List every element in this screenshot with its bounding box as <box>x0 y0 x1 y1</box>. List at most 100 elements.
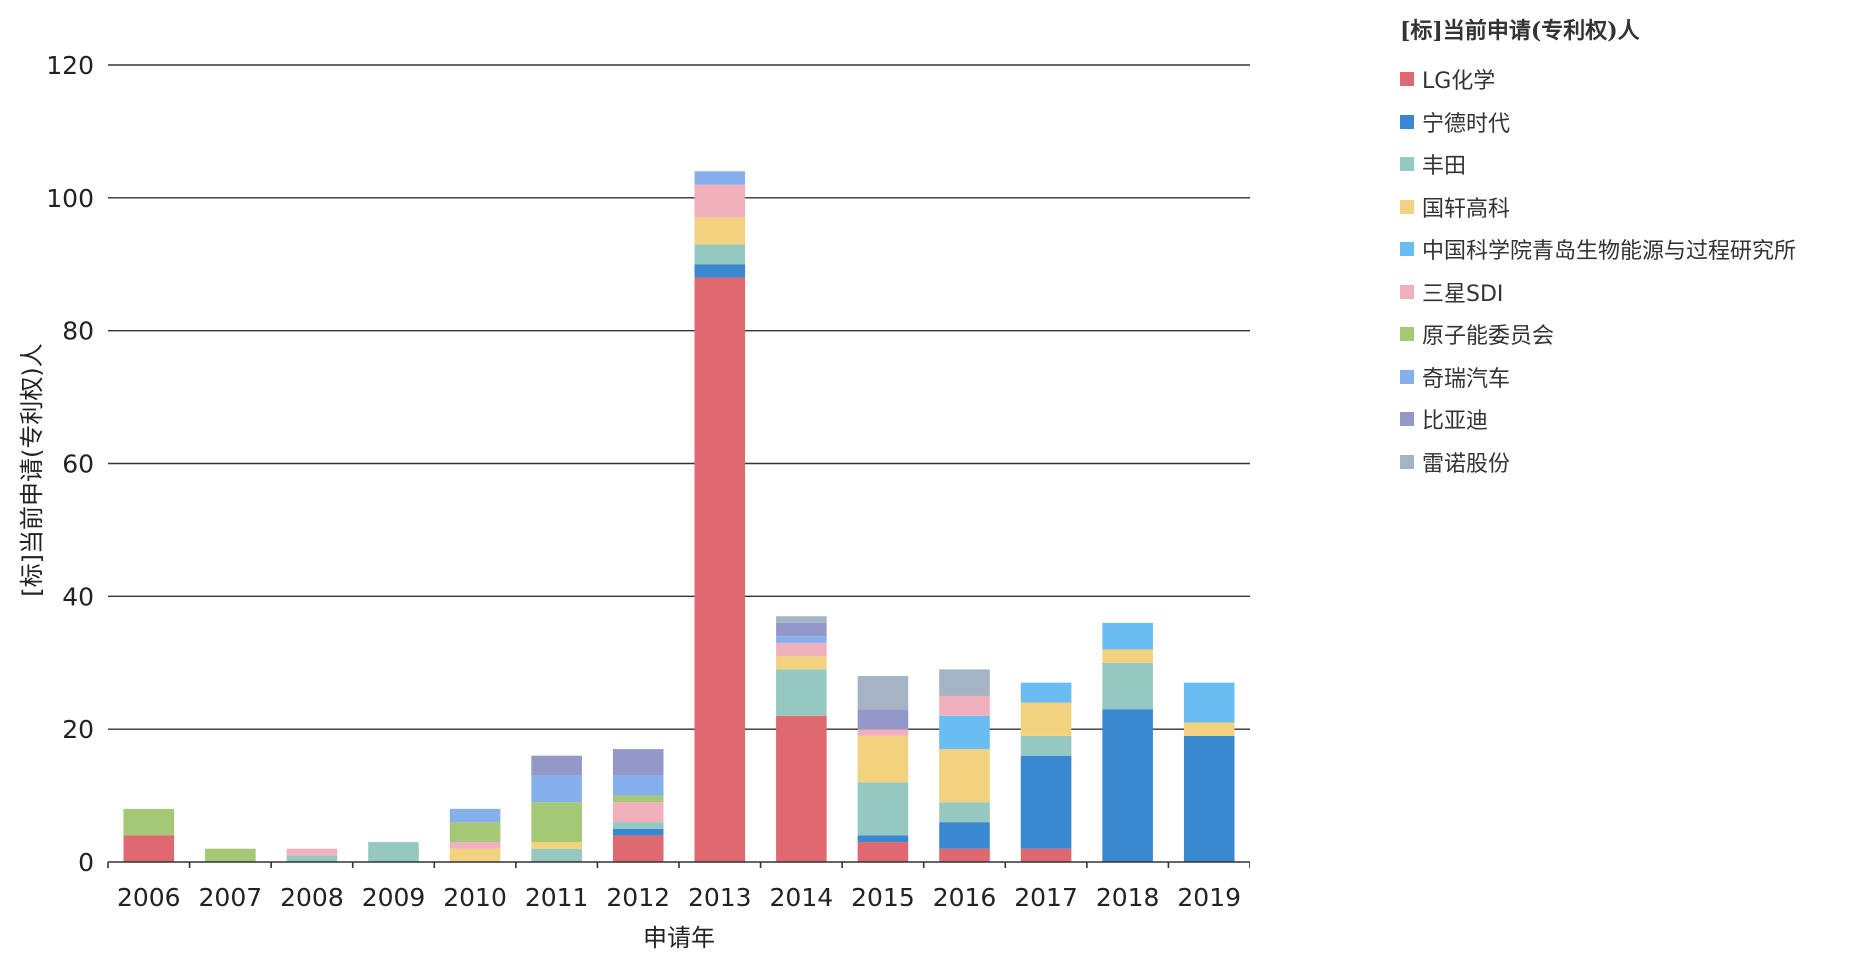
bar-segment-2014-s7 <box>776 636 827 643</box>
legend-title: [标]当前申请(专利权)人 <box>1400 18 1640 44</box>
bar-segment-2012-s6 <box>612 795 664 803</box>
bar-segment-2009-s2 <box>368 842 419 862</box>
x-tick-label: 2006 <box>117 883 181 912</box>
bar-segment-2014-s3 <box>776 656 827 670</box>
bar-segment-2013-s7 <box>694 171 746 185</box>
y-tick-label: 80 <box>62 317 94 346</box>
x-tick-label: 2014 <box>770 883 834 912</box>
bar-segment-2017-s4 <box>1020 682 1072 703</box>
legend-item[interactable]: 丰田 <box>1400 143 1870 186</box>
grid-lines <box>108 64 1250 730</box>
bar-segment-2006-s0 <box>123 835 175 862</box>
bar-segment-2017-s1 <box>1020 755 1072 849</box>
bar-segment-2015-s2 <box>857 782 909 836</box>
bar-segment-2015-s5 <box>857 729 909 736</box>
legend-item[interactable]: 雷诺股份 <box>1400 441 1870 484</box>
legend-swatch <box>1400 369 1414 384</box>
x-tick-label: 2008 <box>280 883 344 912</box>
y-tick-label: 20 <box>62 715 94 744</box>
x-tick-label: 2013 <box>688 883 752 912</box>
legend-swatch <box>1400 72 1414 87</box>
bar-segment-2017-s2 <box>1020 735 1072 756</box>
legend-swatch <box>1400 242 1414 257</box>
legend-item[interactable]: 原子能委员会 <box>1400 313 1870 356</box>
x-tick-label: 2016 <box>933 883 997 912</box>
bar-segment-2008-s5 <box>286 848 338 856</box>
x-tick-label: 2010 <box>443 883 507 912</box>
y-tick-label: 100 <box>46 184 94 213</box>
legend: [标]当前申请(专利权)人 LG化学宁德时代丰田国轩高科中国科学院青岛生物能源与… <box>1400 14 1870 483</box>
legend-item[interactable]: 中国科学院青岛生物能源与过程研究所 <box>1400 228 1870 271</box>
legend-label: 中国科学院青岛生物能源与过程研究所 <box>1422 239 1797 265</box>
legend-item[interactable]: 国轩高科 <box>1400 186 1870 229</box>
y-tick-label: 0 <box>78 848 94 877</box>
bar-segment-2007-s6 <box>205 848 256 862</box>
bar-segment-2016-s3 <box>939 749 990 803</box>
bar-segment-2015-s9 <box>857 676 909 710</box>
bar-segment-2018-s3 <box>1102 649 1153 663</box>
bar-segment-2014-s8 <box>776 622 827 637</box>
bar-segment-2013-s0 <box>694 277 746 862</box>
legend-swatch <box>1400 114 1414 129</box>
legend-label: 原子能委员会 <box>1422 324 1555 350</box>
bar-segment-2013-s2 <box>694 244 746 265</box>
bar-segment-2012-s0 <box>612 835 664 862</box>
axes <box>107 861 1250 868</box>
bar-segment-2017-s3 <box>1020 702 1072 736</box>
bar-segment-2016-s2 <box>939 802 990 823</box>
legend-item[interactable]: 宁德时代 <box>1400 101 1870 144</box>
legend-label: LG化学 <box>1422 69 1496 95</box>
x-tick-label: 2015 <box>851 883 915 912</box>
stacked-bar-chart: 0 20 40 60 80 100 120 2006 2007 2008 2009 2010 2011… <box>18 51 1250 952</box>
bar-segment-2013-s1 <box>694 264 746 278</box>
legend-label: 奇瑞汽车 <box>1422 366 1511 392</box>
bar-segment-2011-s7 <box>531 775 582 803</box>
bar-segment-2018-s1 <box>1102 709 1153 862</box>
bar-segment-2012-s8 <box>612 749 664 776</box>
bar-segment-2019-s4 <box>1183 682 1235 723</box>
legend-item[interactable]: 比亚迪 <box>1400 398 1870 441</box>
legend-label: 雷诺股份 <box>1422 451 1511 477</box>
x-tick-label: 2012 <box>606 883 670 912</box>
legend-label: 比亚迪 <box>1422 409 1489 435</box>
legend-swatch <box>1400 157 1414 172</box>
bar-segment-2016-s4 <box>939 715 990 750</box>
legend-item[interactable]: 三星SDI <box>1400 271 1870 314</box>
bar-segment-2015-s0 <box>857 842 909 862</box>
legend-swatch <box>1400 327 1414 342</box>
bar-segment-2012-s2 <box>612 822 664 829</box>
bar-segment-2015-s3 <box>857 735 909 783</box>
legend-item[interactable]: 奇瑞汽车 <box>1400 356 1870 399</box>
y-tick-label: 120 <box>46 51 94 80</box>
bar-segment-2013-s5 <box>694 184 746 218</box>
bar-segment-2011-s8 <box>531 755 582 776</box>
bar-segment-2013-s3 <box>694 217 746 245</box>
bar-segment-2014-s5 <box>776 642 827 657</box>
bar-segment-2010-s3 <box>449 848 501 862</box>
x-axis-tick-labels: 2006 2007 2008 2009 2010 2011 2012 2013 2014 2015… <box>117 883 1241 912</box>
bar-segment-2008-s2 <box>286 855 338 862</box>
bar-segment-2011-s3 <box>531 842 582 849</box>
legend-swatch <box>1400 454 1414 469</box>
bar-segment-2014-s9 <box>776 616 827 623</box>
bar-segment-2017-s0 <box>1020 848 1072 862</box>
bar-segment-2018-s2 <box>1102 662 1153 710</box>
legend-swatch <box>1400 412 1414 427</box>
y-tick-label: 60 <box>62 450 94 479</box>
legend-swatch <box>1400 284 1414 299</box>
x-axis-title: 申请年 <box>643 924 715 952</box>
bar-segment-2011-s2 <box>531 848 582 862</box>
bar-segment-2019-s1 <box>1183 735 1235 862</box>
bar-segment-2010-s6 <box>449 822 501 843</box>
bar-segment-2016-s0 <box>939 848 990 862</box>
legend-label: 三星SDI <box>1422 281 1504 307</box>
x-tick-label: 2011 <box>525 883 589 912</box>
bar-segment-2010-s7 <box>449 808 501 823</box>
legend-label: 丰田 <box>1422 154 1467 180</box>
x-tick-label: 2019 <box>1177 883 1241 912</box>
x-tick-label: 2018 <box>1096 883 1160 912</box>
x-tick-label: 2009 <box>362 883 426 912</box>
bar-segment-2006-s6 <box>123 808 175 836</box>
legend-item[interactable]: LG化学 <box>1400 58 1870 101</box>
y-tick-label: 40 <box>62 582 94 611</box>
